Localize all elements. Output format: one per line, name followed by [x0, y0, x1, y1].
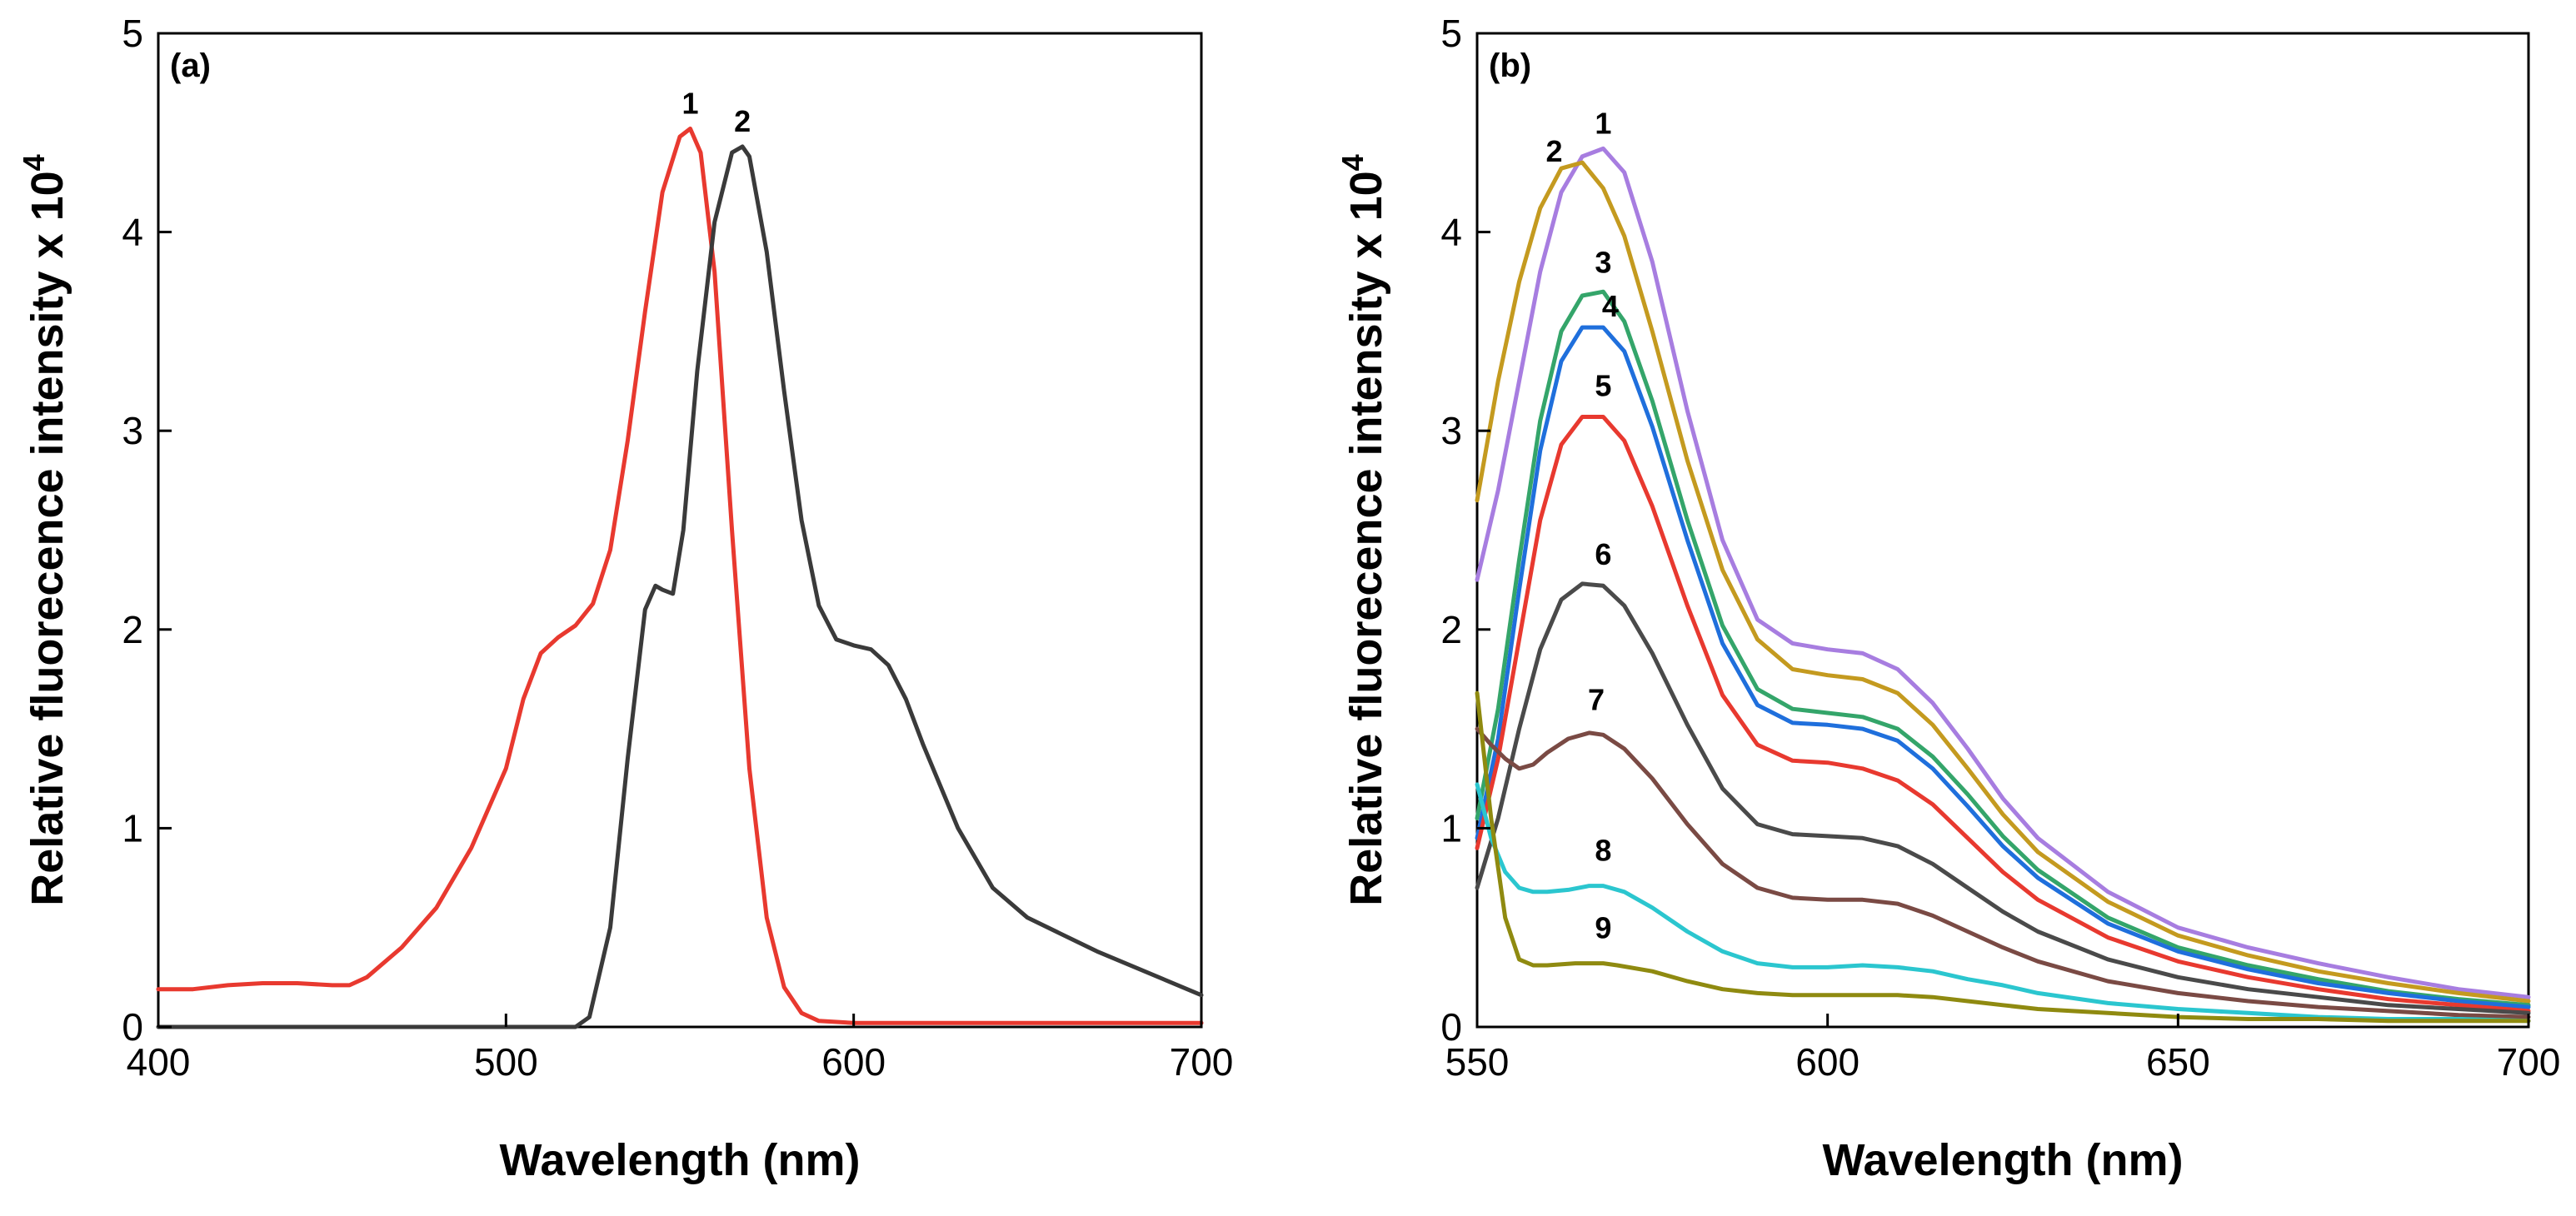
curve-label-2: 2	[734, 104, 751, 138]
series-line-2	[1475, 160, 2531, 1004]
curve-label-8: 8	[1595, 834, 1611, 868]
panel-label: (b)	[1489, 47, 1531, 84]
curve-label-3: 3	[1595, 245, 1611, 279]
series-line-5	[1475, 415, 2531, 1014]
panel-a-chart: 400 500 600 700 0 1 2 3 4 5 Wavelength (nm) Relativ…	[17, 12, 1233, 1185]
series-line-1	[1475, 146, 2531, 999]
y-tick-label: 0	[1440, 1005, 1462, 1049]
y-tick-label: 2	[122, 608, 143, 651]
x-tick-label: 550	[1445, 1040, 1510, 1084]
y-tick-label: 5	[1440, 12, 1462, 55]
x-tick-label: 700	[1170, 1040, 1234, 1084]
x-tick-label: 500	[474, 1040, 538, 1084]
y-axis-label-text: Relative fluorecence intensity x 10	[22, 171, 72, 905]
curve-label-4: 4	[1602, 289, 1619, 323]
y-tick-label: 1	[122, 806, 143, 850]
plot-frame	[157, 32, 1203, 1029]
y-axis-label: Relative fluorecence intensity x 104	[17, 154, 72, 905]
y-tick-label: 3	[1440, 409, 1462, 452]
y-axis-label-exponent: 4	[1335, 154, 1370, 171]
y-tick-label: 4	[122, 211, 143, 254]
x-tick-label: 400	[127, 1040, 191, 1084]
y-tick-label: 5	[122, 12, 143, 55]
x-tick-label: 600	[821, 1040, 886, 1084]
x-axis-label: Wavelength (nm)	[1822, 1135, 2183, 1185]
curve-label-6: 6	[1595, 537, 1611, 571]
curve-label-5: 5	[1595, 368, 1611, 402]
y-axis-label-exponent: 4	[17, 154, 51, 171]
x-axis-label: Wavelength (nm)	[499, 1135, 860, 1185]
curve-label-9: 9	[1595, 911, 1611, 945]
x-tick-label: 700	[2497, 1040, 2561, 1084]
plot-frame	[1475, 32, 2530, 1029]
series-line-4	[1475, 325, 2531, 1009]
y-axis-label: Relative fluorecence intensity x 104	[1335, 154, 1391, 905]
x-tick-label: 600	[1795, 1040, 1860, 1084]
series-line-6	[1475, 581, 2531, 1015]
curve-label-2: 2	[1546, 134, 1563, 168]
x-tick-label: 650	[2146, 1040, 2210, 1084]
series-line-8	[1475, 782, 2531, 1024]
y-tick-label: 4	[1440, 211, 1462, 254]
y-tick-label: 0	[122, 1005, 143, 1049]
curve-label-1: 1	[682, 87, 699, 121]
series-line-1	[156, 127, 1204, 1025]
series-line-2	[156, 144, 1204, 1029]
curve-label-1: 1	[1595, 106, 1611, 140]
y-tick-label: 1	[1440, 806, 1462, 850]
series-line-3	[1475, 289, 2531, 1008]
series-line-7	[1475, 726, 2531, 1019]
series-line-9	[1475, 690, 2531, 1024]
panel-label: (a)	[170, 47, 211, 84]
curve-label-7: 7	[1588, 682, 1605, 716]
y-tick-label: 3	[122, 409, 143, 452]
y-axis-label-text: Relative fluorecence intensity x 10	[1341, 171, 1391, 905]
y-tick-label: 2	[1440, 608, 1462, 651]
